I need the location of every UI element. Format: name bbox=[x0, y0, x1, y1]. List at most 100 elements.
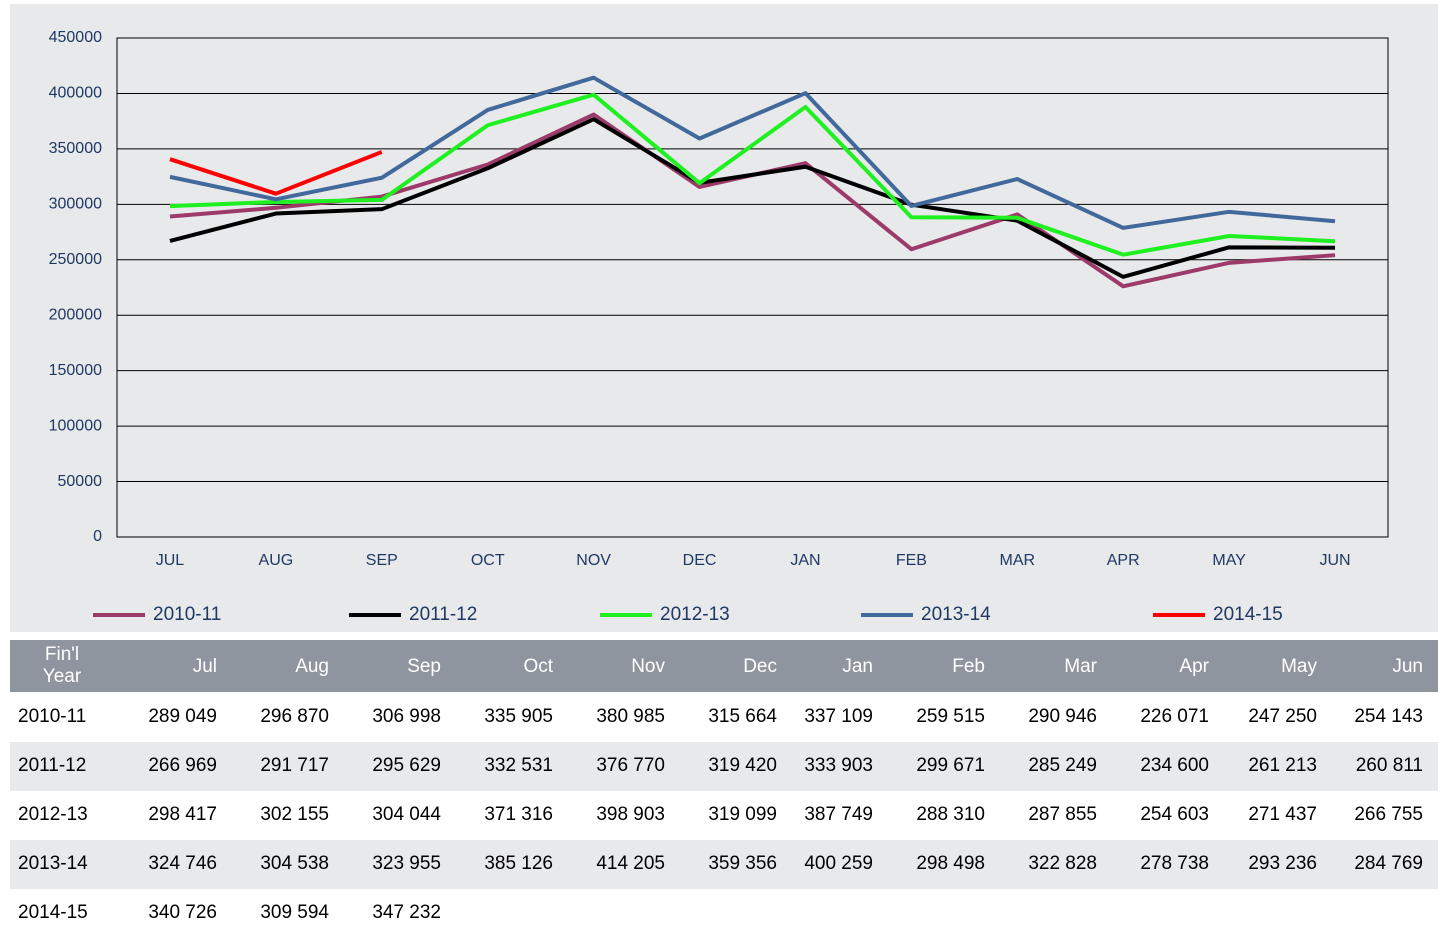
y-tick-label: 150000 bbox=[49, 362, 102, 379]
table-cell: 340 726 bbox=[148, 902, 217, 923]
legend-label: 2014-15 bbox=[1213, 604, 1283, 625]
table-header-background bbox=[10, 640, 1438, 692]
table-cell: 337 109 bbox=[804, 706, 873, 727]
table-header: Apr bbox=[1179, 656, 1209, 677]
table-cell: 266 755 bbox=[1354, 804, 1423, 825]
table-cell: 299 671 bbox=[916, 755, 985, 776]
table-cell: 254 143 bbox=[1354, 706, 1423, 727]
legend-label: 2010-11 bbox=[153, 604, 221, 625]
table-cell: 260 811 bbox=[1356, 755, 1423, 776]
y-tick-label: 450000 bbox=[49, 29, 102, 46]
table-cell: 376 770 bbox=[596, 755, 665, 776]
legend-label: 2011-12 bbox=[409, 604, 477, 625]
table-cell: 323 955 bbox=[372, 853, 441, 874]
y-tick-label: 100000 bbox=[49, 417, 102, 434]
row-label: 2012-13 bbox=[18, 804, 88, 825]
series-line bbox=[169, 75, 1336, 230]
table-cell: 266 969 bbox=[148, 755, 217, 776]
table-row-background bbox=[10, 840, 1438, 889]
table-cell: 380 985 bbox=[596, 706, 665, 727]
table-cell: 398 903 bbox=[596, 804, 665, 825]
table-cell: 319 420 bbox=[708, 755, 777, 776]
table-header: Aug bbox=[295, 656, 329, 677]
table-cell: 385 126 bbox=[484, 853, 553, 874]
table-cell: 335 905 bbox=[484, 706, 553, 727]
table-cell: 298 417 bbox=[148, 804, 217, 825]
legend-label: 2013-14 bbox=[921, 604, 991, 625]
table-cell: 302 155 bbox=[260, 804, 329, 825]
y-tick-label: 350000 bbox=[49, 140, 102, 157]
table-cell: 254 603 bbox=[1140, 804, 1209, 825]
table-cell: 371 316 bbox=[484, 804, 553, 825]
table-cell: 247 250 bbox=[1248, 706, 1317, 727]
table-cell: 226 071 bbox=[1140, 706, 1209, 727]
series-line bbox=[169, 117, 1336, 279]
row-label: 2010-11 bbox=[18, 706, 86, 727]
x-tick-label: DEC bbox=[683, 552, 717, 569]
x-tick-label: MAY bbox=[1212, 552, 1246, 569]
table-cell: 289 049 bbox=[148, 706, 217, 727]
y-tick-label: 300000 bbox=[49, 196, 102, 213]
x-tick-label: JUL bbox=[156, 552, 185, 569]
x-tick-label: JAN bbox=[790, 552, 820, 569]
table-cell: 295 629 bbox=[372, 755, 441, 776]
row-label: 2013-14 bbox=[18, 853, 88, 874]
chart-background bbox=[10, 4, 1438, 632]
table-row-background bbox=[10, 742, 1438, 791]
table-cell: 304 538 bbox=[260, 853, 329, 874]
y-tick-label: 250000 bbox=[49, 251, 102, 268]
table-header: Nov bbox=[631, 656, 665, 677]
x-tick-label: NOV bbox=[576, 552, 611, 569]
table-cell: 291 717 bbox=[260, 755, 329, 776]
table-cell: 234 600 bbox=[1140, 755, 1209, 776]
series-line bbox=[169, 150, 383, 196]
table-cell: 285 249 bbox=[1028, 755, 1097, 776]
x-tick-label: APR bbox=[1107, 552, 1140, 569]
table-header: Fin'l Year bbox=[43, 644, 82, 687]
y-tick-label: 200000 bbox=[49, 306, 102, 323]
table-cell: 288 310 bbox=[916, 804, 985, 825]
table-header: Sep bbox=[407, 656, 441, 677]
x-tick-label: SEP bbox=[366, 552, 398, 569]
row-label: 2014-15 bbox=[18, 902, 88, 923]
x-tick-label: AUG bbox=[259, 552, 294, 569]
table-cell: 271 437 bbox=[1248, 804, 1317, 825]
table-cell: 261 213 bbox=[1248, 755, 1317, 776]
table-cell: 315 664 bbox=[708, 706, 777, 727]
row-label: 2011-12 bbox=[18, 755, 86, 776]
x-tick-label: MAR bbox=[1000, 552, 1036, 569]
table-cell: 322 828 bbox=[1028, 853, 1097, 874]
table-header: Jan bbox=[842, 656, 873, 677]
table-cell: 414 205 bbox=[596, 853, 665, 874]
y-tick-label: 50000 bbox=[58, 473, 103, 490]
table-cell: 306 998 bbox=[372, 706, 441, 727]
table-header: Dec bbox=[743, 656, 777, 677]
table-cell: 333 903 bbox=[804, 755, 873, 776]
table-header: Oct bbox=[523, 656, 553, 677]
table-cell: 400 259 bbox=[804, 853, 873, 874]
table-header: Jun bbox=[1392, 656, 1423, 677]
table-cell: 298 498 bbox=[916, 853, 985, 874]
table-cell: 347 232 bbox=[372, 902, 441, 923]
table-cell: 332 531 bbox=[484, 755, 553, 776]
table-cell: 287 855 bbox=[1028, 804, 1097, 825]
legend-label: 2012-13 bbox=[660, 604, 730, 625]
x-tick-label: JUN bbox=[1319, 552, 1350, 569]
table-cell: 359 356 bbox=[708, 853, 777, 874]
table-cell: 259 515 bbox=[916, 706, 985, 727]
table-cell: 387 749 bbox=[804, 804, 873, 825]
x-tick-label: FEB bbox=[896, 552, 927, 569]
y-tick-label: 400000 bbox=[49, 85, 102, 102]
table-cell: 290 946 bbox=[1028, 706, 1097, 727]
table-cell: 278 738 bbox=[1140, 853, 1209, 874]
table-cell: 319 099 bbox=[708, 804, 777, 825]
table-cell: 324 746 bbox=[148, 853, 217, 874]
x-tick-label: OCT bbox=[471, 552, 505, 569]
table-cell: 304 044 bbox=[372, 804, 441, 825]
table-cell: 293 236 bbox=[1248, 853, 1317, 874]
table-header: May bbox=[1281, 656, 1317, 677]
table-cell: 309 594 bbox=[260, 902, 329, 923]
table-header: Jul bbox=[193, 656, 217, 677]
